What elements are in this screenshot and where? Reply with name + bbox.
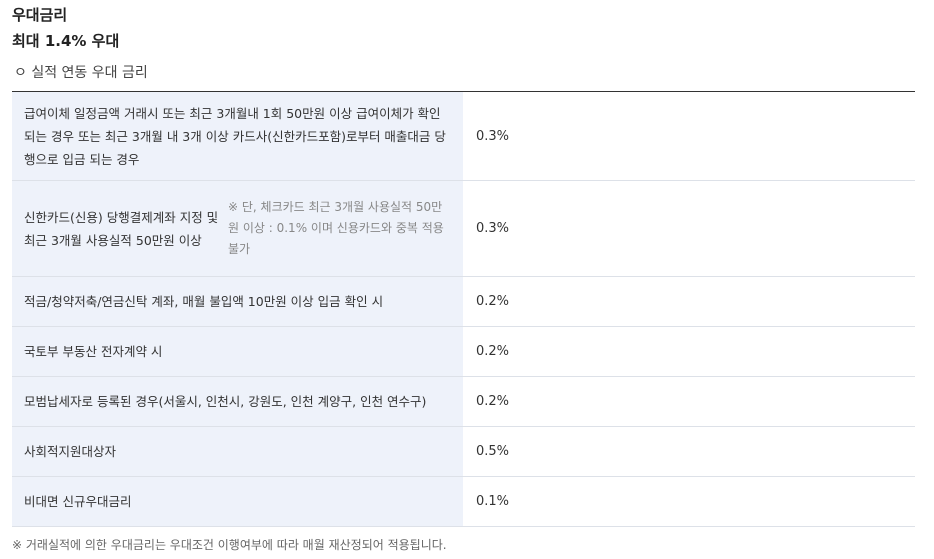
subtitle: 최대 1.4% 우대	[12, 32, 120, 50]
condition: 적금/청약저축/연금신탁 계좌, 매월 불입액 10만원 이상 입금 확인 시	[12, 277, 463, 326]
condition: 사회적지원대상자	[12, 427, 463, 476]
rate: 0.2%	[476, 394, 510, 409]
rate: 0.1%	[476, 494, 510, 509]
condition: 모범납세자로 등록된 경우(서울시, 인천시, 강원도, 인천 계양구, 인천 …	[12, 377, 463, 426]
table-row: 사회적지원대상자 0.5%	[12, 427, 915, 477]
title: 우대금리	[12, 6, 68, 24]
table-row: 신한카드(신용) 당행결제계좌 지정 및 최근 3개월 사용실적 50만원 이상…	[12, 181, 915, 277]
table-row: 급여이체 일정금액 거래시 또는 최근 3개월내 1회 50만원 이상 급여이체…	[12, 92, 915, 181]
condition-note: ※ 단, 체크카드 최근 3개월 사용실적 50만원 이상 : 0.1% 이며 …	[228, 200, 444, 256]
table-row: 국토부 부동산 전자계약 시 0.2%	[12, 327, 915, 377]
rate: 0.3%	[476, 128, 510, 144]
condition: 국토부 부동산 전자계약 시	[12, 327, 463, 376]
footnote: ※ 거래실적에 의한 우대금리는 우대조건 이행여부에 따라 매월 재산정되어 …	[12, 538, 447, 552]
rate: 0.3%	[476, 221, 510, 236]
rate: 0.2%	[476, 344, 510, 359]
rate-table: 급여이체 일정금액 거래시 또는 최근 3개월내 1회 50만원 이상 급여이체…	[12, 91, 915, 527]
rate: 0.5%	[476, 444, 510, 459]
table-row: 비대면 신규우대금리 0.1%	[12, 477, 915, 527]
table-row: 적금/청약저축/연금신탁 계좌, 매월 불입액 10만원 이상 입금 확인 시 …	[12, 277, 915, 327]
section-title: ㅇ 실적 연동 우대 금리	[14, 65, 148, 81]
table-row: 모범납세자로 등록된 경우(서울시, 인천시, 강원도, 인천 계양구, 인천 …	[12, 377, 915, 427]
condition: 급여이체 일정금액 거래시 또는 최근 3개월내 1회 50만원 이상 급여이체…	[12, 92, 463, 180]
condition-cell: 신한카드(신용) 당행결제계좌 지정 및 최근 3개월 사용실적 50만원 이상…	[12, 181, 463, 276]
condition: 비대면 신규우대금리	[12, 477, 463, 526]
condition: 신한카드(신용) 당행결제계좌 지정 및 최근 3개월 사용실적 50만원 이상	[24, 209, 219, 248]
rate: 0.2%	[476, 294, 510, 309]
